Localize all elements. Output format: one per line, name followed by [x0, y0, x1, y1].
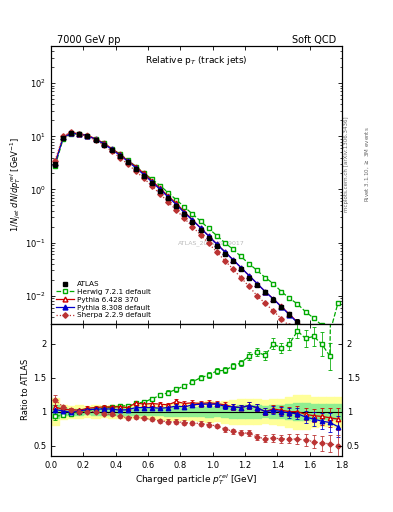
- X-axis label: Charged particle $p_T^{rel}$ [GeV]: Charged particle $p_T^{rel}$ [GeV]: [136, 472, 257, 487]
- Text: Soft QCD: Soft QCD: [292, 35, 336, 45]
- Y-axis label: $1/N_{jet}$ $dN/dp_T^{rel}$ [GeV$^{-1}$]: $1/N_{jet}$ $dN/dp_T^{rel}$ [GeV$^{-1}$]: [8, 137, 23, 232]
- Text: 7000 GeV pp: 7000 GeV pp: [57, 35, 120, 45]
- Text: mcplots.cern.ch [arXiv:1306.3436]: mcplots.cern.ch [arXiv:1306.3436]: [344, 116, 349, 211]
- Text: ATLAS_2011_I919017: ATLAS_2011_I919017: [178, 240, 244, 246]
- Legend: ATLAS, Herwig 7.2.1 default, Pythia 6.428 370, Pythia 8.308 default, Sherpa 2.2.: ATLAS, Herwig 7.2.1 default, Pythia 6.42…: [55, 280, 152, 320]
- Y-axis label: Ratio to ATLAS: Ratio to ATLAS: [21, 359, 30, 420]
- Text: Relative p$_T$ (track jets): Relative p$_T$ (track jets): [145, 54, 248, 68]
- Text: Rivet 3.1.10, $\geq$ 3M events: Rivet 3.1.10, $\geq$ 3M events: [364, 126, 371, 202]
